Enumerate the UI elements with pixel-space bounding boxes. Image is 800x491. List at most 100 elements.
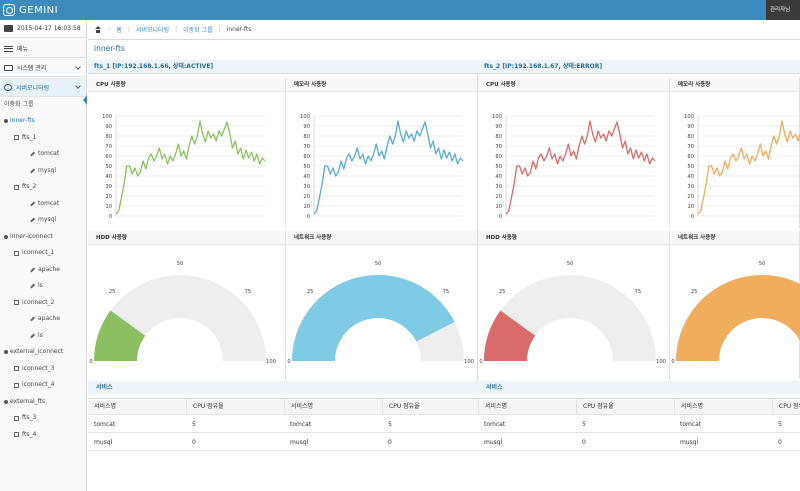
y-tick-label: 0 (109, 214, 112, 220)
panel-title: CPU 사용량 (88, 78, 285, 92)
y-tick-label: 100 (300, 114, 310, 120)
calendar-icon (4, 25, 13, 32)
sidebar-item-system[interactable]: 시스템 관리 (0, 59, 86, 77)
y-tick-label: 40 (105, 174, 112, 180)
y-tick-label: 50 (495, 164, 502, 170)
services-title: 서비스 (88, 381, 478, 395)
y-tick-label: 70 (303, 144, 310, 150)
gauge-tick-label: 100 (266, 359, 276, 365)
column-header: CPU 점유율 (772, 398, 800, 415)
service-cpu: 5 (388, 420, 392, 428)
tree-item[interactable]: apache (30, 262, 60, 278)
wrench-icon (30, 201, 35, 206)
wrench-icon (30, 316, 35, 322)
y-tick-label: 50 (303, 164, 310, 170)
breadcrumb-item[interactable]: 서버모니터링 (135, 27, 170, 34)
tree-item[interactable]: inner-fts (4, 113, 35, 129)
tree-item[interactable]: tomcat (30, 146, 59, 162)
server-icon (14, 135, 19, 140)
sidebar-item-monitoring[interactable]: 서버모니터링 (0, 78, 86, 97)
column-header: 서비스명 (674, 398, 772, 415)
tree-item[interactable]: external_fts (4, 394, 45, 410)
cpu-panel: CPU 사용량 0 10 20 30 40 50 60 70 80 90 100 (478, 78, 670, 228)
chevron-down-icon (75, 83, 81, 89)
tree-item-label: apache (38, 315, 60, 322)
y-tick-label: 70 (105, 144, 112, 150)
tree-item[interactable]: fts_1 (14, 130, 36, 146)
y-tick-label: 30 (105, 184, 112, 190)
gauge-tick-label: 100 (656, 359, 666, 365)
service-name: musql (94, 438, 113, 446)
tree-item-label: ls (38, 282, 43, 289)
server-icon (14, 300, 19, 305)
panel-title: 메모리 사용량 (670, 78, 799, 92)
hdd-panel: HDD 사용량 0 25 50 75 100 (478, 231, 670, 379)
gear-icon (4, 399, 8, 404)
gauge-tick-label: 25 (109, 289, 116, 295)
memory-panel: 메모리 사용량 0 10 20 30 40 50 60 70 80 90 100 (286, 78, 478, 228)
tree-item-label: tomcat (38, 199, 60, 207)
tree-item-label: apache (38, 265, 60, 273)
tree-item[interactable]: mysql (30, 212, 56, 228)
tree-item-label: fts_1 (22, 133, 37, 141)
tree-item[interactable]: fts_4 (14, 427, 36, 443)
tree-item[interactable]: external_iconnect (4, 344, 63, 360)
breadcrumb-item[interactable]: 이중화 그룹 (183, 27, 213, 34)
tree-item[interactable]: fts_2 (14, 179, 36, 195)
gauge-tick-label: 0 (287, 359, 290, 365)
memory-line-chart: 0 10 20 30 40 50 60 70 80 90 100 (300, 114, 464, 220)
memory-line-chart: 0 10 20 30 40 50 60 70 80 90 100 (684, 114, 800, 220)
home-icon[interactable] (94, 26, 102, 33)
menu-icon (4, 45, 13, 52)
tree-item[interactable]: ls (30, 328, 43, 344)
breadcrumb-separator: | (127, 26, 130, 33)
tree-item[interactable]: iconnect_3 (14, 361, 54, 377)
gauge-tick-label: 25 (499, 289, 506, 295)
gauge-tick-label: 75 (443, 289, 450, 295)
tree-item[interactable]: mysql (30, 163, 56, 179)
tree-item[interactable]: inner-iconnect (4, 229, 53, 245)
sidebar-datetime: 2015-04-17 16:03:58 (0, 20, 86, 38)
column-header: CPU 점유율 (186, 398, 284, 415)
panel-title: HDD 사용량 (88, 231, 285, 245)
tree-item-label: external_iconnect (10, 348, 64, 355)
user-menu[interactable]: 관리자님 (766, 0, 800, 20)
cpu-line-chart: 0 10 20 30 40 50 60 70 80 90 100 (492, 114, 656, 220)
service-name: tomcat (484, 420, 506, 428)
service-name: musql (484, 438, 503, 446)
tree-item[interactable]: ls (30, 278, 43, 294)
gear-icon (4, 119, 8, 123)
gauge-tick-label: 25 (691, 289, 698, 295)
wrench-icon (30, 267, 35, 272)
breadcrumb-current: inner-fts (226, 26, 252, 33)
tree-item[interactable]: tomcat (30, 196, 59, 212)
tree-item[interactable]: apache (30, 311, 60, 327)
app-logo-text: GEMINI (19, 4, 59, 16)
tree-item[interactable]: iconnect_1 (14, 245, 54, 261)
service-cpu: 0 (388, 438, 392, 446)
y-tick-label: 70 (495, 144, 502, 150)
y-tick-label: 50 (687, 164, 694, 170)
y-tick-label: 100 (492, 114, 502, 120)
gauge-tick-label: 50 (567, 261, 574, 267)
tree-item-label: tomcat (38, 150, 60, 157)
tree-item-label: fts_4 (22, 430, 37, 438)
breadcrumb-home[interactable]: 홈 (116, 27, 122, 34)
tree-item[interactable]: iconnect_2 (14, 295, 54, 311)
eye-icon (4, 83, 12, 91)
active-item-marker (83, 95, 87, 105)
gauge-tick-label: 75 (245, 289, 252, 295)
column-header: 서비스명 (284, 398, 382, 415)
series-line (115, 120, 266, 215)
y-tick-label: 60 (105, 154, 112, 160)
tree-item[interactable]: iconnect_4 (14, 377, 54, 393)
y-tick-label: 100 (684, 114, 694, 120)
y-tick-label: 20 (687, 194, 694, 200)
y-tick-label: 90 (687, 124, 694, 130)
tree-item[interactable]: fts_3 (14, 410, 36, 426)
app-logo[interactable]: GEMINI (3, 3, 58, 17)
sidebar-menu-toggle[interactable]: 메뉴 (0, 40, 86, 58)
server-icon (14, 415, 19, 421)
